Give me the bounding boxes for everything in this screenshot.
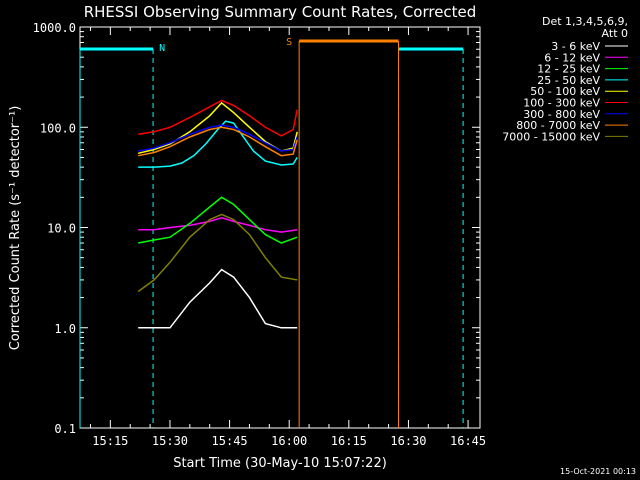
x-tick-label: 16:30 [390, 434, 426, 448]
legend-entry-label: 12 - 25 keV [537, 63, 600, 76]
series-line [138, 217, 298, 233]
footer-date: 15-Oct-2021 00:13 [560, 467, 636, 476]
x-tick-label: 16:15 [331, 434, 367, 448]
series-line [138, 196, 298, 244]
night-marker-label: N [159, 43, 165, 54]
legend-entry-label: 25 - 50 keV [537, 74, 600, 87]
x-tick-label: 16:45 [450, 434, 486, 448]
x-tick-label: 15:45 [212, 434, 248, 448]
y-tick-label: 1.0 [54, 322, 76, 336]
legend-entry-label: 3 - 6 keV [551, 40, 600, 53]
legend-entry-label: 7000 - 15000 keV [502, 130, 600, 143]
y-axis-label: Corrected Count Rate (s⁻¹ detector⁻¹) [8, 106, 23, 351]
series-lines [137, 99, 298, 329]
series-line [138, 268, 298, 329]
legend-header-line1: Det 1,3,4,5,6,9, [542, 15, 628, 28]
legend-entry-label: 100 - 300 keV [523, 97, 600, 110]
chart-title: RHESSI Observing Summary Count Rates, Co… [84, 3, 477, 21]
series-line [138, 124, 298, 152]
legend-entry-label: 6 - 12 keV [544, 51, 600, 64]
legend-entry-label: 50 - 100 keV [530, 85, 600, 98]
series-line [138, 99, 298, 137]
x-axis-label: Start Time (30-May-10 15:07:22) [173, 456, 387, 471]
orbit-markers: NS [79, 37, 464, 428]
saa-marker-label: S [286, 37, 292, 48]
legend-header-line2: Att 0 [602, 27, 628, 40]
series-line [137, 213, 298, 293]
x-tick-label: 15:30 [152, 434, 188, 448]
x-tick-label: 16:00 [271, 434, 307, 448]
y-tick-label: 0.1 [54, 422, 76, 436]
series-line [138, 126, 298, 157]
y-tick-label: 1000.0 [33, 21, 76, 35]
y-tick-label: 100.0 [40, 121, 76, 135]
legend-entry-label: 300 - 800 keV [523, 108, 600, 121]
y-tick-label: 10.0 [47, 222, 76, 236]
plot-frame [79, 26, 481, 429]
legend-entry-label: 800 - 7000 keV [516, 119, 600, 132]
x-tick-label: 15:15 [92, 434, 128, 448]
axis-ticks: 0.1 1.0 10.0 100.0 1000.0 15:15 15:30 15:45 16:0… [33, 21, 486, 448]
series-line [138, 120, 298, 168]
